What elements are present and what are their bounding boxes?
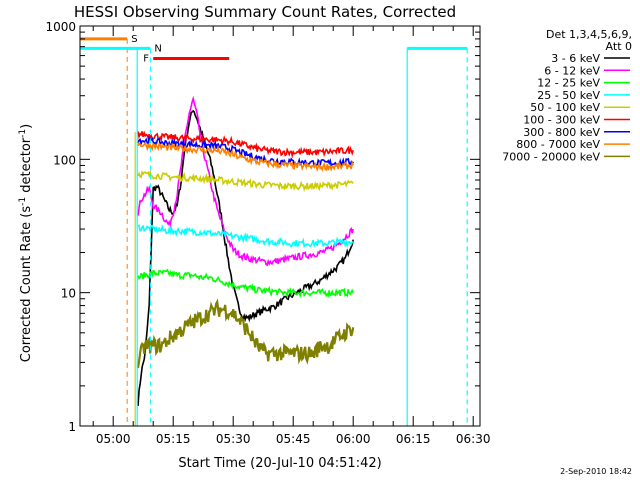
legend-header-2: Att 0 (606, 40, 632, 53)
series-line-2 (137, 268, 354, 299)
series-line-6 (137, 136, 354, 168)
x-tick-label-3: 05:45 (276, 432, 311, 446)
timestamp: 2-Sep-2010 18:42 (560, 467, 632, 476)
x-tick-label-1: 05:15 (156, 432, 191, 446)
legend-label-5: 100 - 300 keV (523, 114, 600, 127)
x-tick-label-4: 06:00 (336, 432, 371, 446)
y-axis-label: Corrected Count Rate (s-1 detector-1) (18, 124, 34, 362)
flag-label-S: S (131, 34, 137, 45)
x-axis-label: Start Time (20-Jul-10 04:51:42) (178, 456, 381, 471)
plot-frame (79, 25, 481, 427)
flag-label-F: F (143, 54, 149, 65)
y-tick-label-1: 10 (61, 287, 76, 301)
x-tick-label-0: 05:00 (96, 432, 131, 446)
x-tick-label-2: 05:30 (216, 432, 251, 446)
svg-text:Corrected Count Rate (s-1 dete: Corrected Count Rate (s-1 detector-1) (18, 124, 34, 362)
x-tick-label-5: 06:15 (396, 432, 431, 446)
legend-label-4: 50 - 100 keV (530, 101, 600, 114)
series-line-3 (137, 223, 354, 249)
series-line-7 (137, 141, 354, 173)
flag-label-N: N (154, 43, 161, 54)
y-tick-label-0: 1 (68, 420, 76, 434)
series-line-1 (137, 95, 354, 267)
series-line-8 (136, 298, 355, 369)
legend-label-0: 3 - 6 keV (551, 52, 600, 65)
x-tick-label-6: 06:30 (456, 432, 491, 446)
y-tick-label-3: 1000 (45, 20, 76, 34)
series-line-4 (137, 169, 354, 192)
legend-label-3: 25 - 50 keV (537, 89, 600, 102)
legend-label-6: 300 - 800 keV (523, 126, 600, 139)
legend-header-1: Det 1,3,4,5,6,9, (546, 28, 632, 41)
plot-contents (136, 95, 355, 406)
y-tick-label-2: 100 (53, 153, 76, 167)
plot-area: S NF (79, 25, 481, 427)
series-line-5 (137, 130, 354, 159)
chart-title: HESSI Observing Summary Count Rates, Cor… (74, 3, 456, 21)
legend-label-7: 800 - 7000 keV (516, 138, 600, 151)
axis-ticks: 05:00 05:15 05:30 05:45 06:00 06:15 06:30 1 10 10… (45, 20, 490, 446)
legend-label-2: 12 - 25 keV (537, 77, 600, 90)
legend-label-1: 6 - 12 keV (544, 64, 600, 77)
legend-label-8: 7000 - 20000 keV (502, 150, 600, 163)
